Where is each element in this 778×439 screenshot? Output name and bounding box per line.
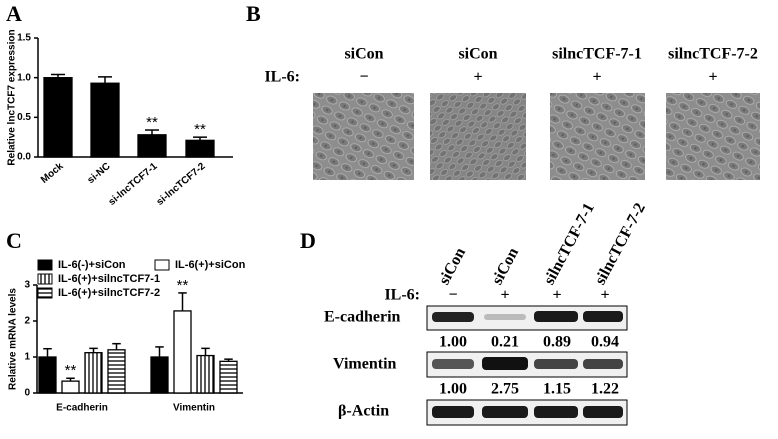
x-tick-label: si-lncTCF7-2 xyxy=(155,161,208,208)
treatment-label: IL-6: xyxy=(384,287,420,304)
legend-swatch xyxy=(154,259,170,271)
band xyxy=(534,406,578,418)
band xyxy=(432,312,474,322)
band xyxy=(534,359,578,369)
y-tick-label: 1.5 xyxy=(17,33,31,44)
significance-mark: ** xyxy=(177,277,189,294)
y-tick-label: 0.0 xyxy=(17,152,31,163)
band xyxy=(432,359,474,369)
treatment-sign: + xyxy=(500,287,509,304)
y-tick-label: 0 xyxy=(24,388,30,399)
treatment-sign: − xyxy=(359,69,368,86)
significance-mark: ** xyxy=(146,114,158,131)
micrograph xyxy=(313,93,414,180)
band-ratio: 1.15 xyxy=(543,381,571,398)
bar xyxy=(173,310,192,394)
band xyxy=(432,406,474,418)
y-tick-label: 2 xyxy=(24,316,30,327)
band xyxy=(583,359,623,369)
y-tick-label: 1.0 xyxy=(17,72,31,83)
legend-swatch xyxy=(37,273,53,285)
micrograph xyxy=(430,93,526,180)
column-label: silncTCF-7-1 xyxy=(541,200,598,287)
legend-swatch xyxy=(37,259,53,271)
column-label: siCon xyxy=(344,46,383,63)
band xyxy=(482,406,528,418)
bar xyxy=(61,380,80,394)
column-label: silncTCF-7-2 xyxy=(668,46,758,63)
band xyxy=(583,311,623,322)
bar xyxy=(196,354,215,394)
panel-letter: A xyxy=(6,1,22,26)
legend-label: IL-6(+)+silncTCF7-2 xyxy=(58,287,160,299)
panel-letter: D xyxy=(300,228,316,253)
bar xyxy=(43,77,73,158)
bar xyxy=(137,134,167,158)
band-ratio: 1.00 xyxy=(439,334,467,351)
legend-label: IL-6(-)+siCon xyxy=(58,259,126,271)
bar xyxy=(150,356,169,394)
x-tick-label: Vimentin xyxy=(173,403,215,414)
legend-label: IL-6(+)+silncTCF7-1 xyxy=(58,273,160,285)
y-tick-label: 1 xyxy=(24,352,30,363)
column-label: siCon xyxy=(436,245,469,288)
band-ratio: 0.94 xyxy=(591,334,619,351)
x-tick-label: E-cadherin xyxy=(56,403,108,414)
significance-mark: ** xyxy=(65,362,77,379)
row-label: E-cadherin xyxy=(324,309,401,326)
legend-label: IL-6(+)+siCon xyxy=(175,259,246,271)
row-label: β-Actin xyxy=(338,403,389,420)
treatment-sign: + xyxy=(592,69,601,86)
band-ratio: 0.21 xyxy=(491,334,519,351)
treatment-sign: − xyxy=(448,287,457,304)
micrograph-panel: siCon siCon silncTCF-7-1 silncTCF-7-2 IL… xyxy=(264,46,760,180)
bar xyxy=(185,139,215,158)
significance-mark: ** xyxy=(194,121,206,138)
band-ratio: 1.22 xyxy=(591,381,619,398)
column-label: silncTCF-7-2 xyxy=(592,200,649,287)
legend-swatch xyxy=(37,287,53,299)
western-blot-panel: siCon siCon silncTCF-7-1 silncTCF-7-2 IL… xyxy=(324,200,649,426)
band xyxy=(484,314,526,320)
treatment-sign: + xyxy=(473,69,482,86)
micrograph xyxy=(666,93,760,180)
treatment-sign: + xyxy=(600,287,609,304)
bar xyxy=(90,82,120,158)
treatment-label: IL-6: xyxy=(264,69,300,86)
band xyxy=(583,406,623,418)
band xyxy=(534,311,578,322)
micrograph xyxy=(550,93,645,180)
bar xyxy=(84,352,103,394)
y-axis-label: Relative mRNA levels xyxy=(8,288,19,390)
y-axis-label: Relative lncTCF7 expression xyxy=(7,29,18,165)
column-label: siCon xyxy=(489,245,522,288)
band-ratio: 2.75 xyxy=(491,381,519,398)
column-label: siCon xyxy=(458,46,497,63)
band-ratio: 0.89 xyxy=(543,334,571,351)
treatment-sign: + xyxy=(552,287,561,304)
panel-letter: B xyxy=(246,1,261,26)
bar xyxy=(219,360,238,394)
bar xyxy=(107,349,126,394)
row-label: Vimentin xyxy=(333,356,397,373)
column-label: silncTCF-7-1 xyxy=(552,46,642,63)
x-tick-label: Mock xyxy=(39,161,66,186)
band xyxy=(482,357,528,370)
bar xyxy=(38,356,57,394)
band-ratio: 1.00 xyxy=(439,381,467,398)
y-tick-label: 3 xyxy=(24,280,30,291)
panel-letter: C xyxy=(6,228,22,253)
y-tick-label: 0.5 xyxy=(17,112,31,123)
x-tick-label: si-NC xyxy=(86,161,113,186)
treatment-sign: + xyxy=(708,69,717,86)
x-tick-label: si-lncTCF7-1 xyxy=(107,161,160,208)
